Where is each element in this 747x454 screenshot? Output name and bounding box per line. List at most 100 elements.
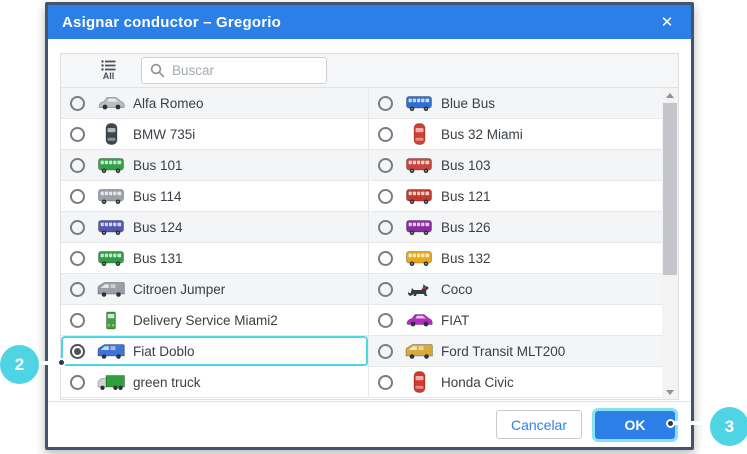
vehicle-option-fiat[interactable]: FIAT bbox=[368, 305, 662, 336]
bus-icon bbox=[96, 157, 126, 174]
vehicle-option-citroen-jumper[interactable]: Citroen Jumper bbox=[61, 274, 368, 305]
vehicle-option-honda-civic[interactable]: Honda Civic bbox=[368, 367, 662, 398]
vehicle-option-delivery-service-miami2[interactable]: Delivery Service Miami2 bbox=[61, 305, 368, 336]
list-filter-icon bbox=[101, 60, 116, 71]
vehicle-list-scrollbar[interactable] bbox=[662, 88, 678, 399]
vehicle-row: Bus 101 Bus 103 bbox=[61, 150, 662, 181]
vehicle-option-bus-131[interactable]: Bus 131 bbox=[61, 243, 368, 274]
bus-icon bbox=[404, 250, 434, 267]
truck-icon bbox=[96, 374, 126, 391]
vehicle-name: Blue Bus bbox=[441, 95, 496, 111]
dialog-body: All Alfa Romeo bbox=[48, 39, 691, 400]
vehicle-row: Bus 131 Bus 132 bbox=[61, 243, 662, 274]
vehicle-name: Coco bbox=[441, 281, 473, 297]
bus-icon bbox=[96, 219, 126, 236]
bus-icon bbox=[404, 219, 434, 236]
close-icon[interactable]: ✕ bbox=[660, 13, 674, 31]
radio-selected[interactable] bbox=[70, 343, 85, 359]
dialog-title: Asignar conductor – Gregorio bbox=[62, 13, 281, 31]
vehicle-option-bus-124[interactable]: Bus 124 bbox=[61, 212, 368, 243]
search-input[interactable] bbox=[141, 57, 327, 84]
picker-toolbar: All bbox=[61, 54, 678, 88]
radio-button[interactable] bbox=[70, 250, 85, 266]
scroll-up-button[interactable] bbox=[662, 88, 678, 102]
vehicle-name: Fiat Doblo bbox=[133, 343, 195, 359]
vehicle-option-green-truck[interactable]: green truck bbox=[61, 367, 368, 398]
vehicle-row: Alfa Romeo Blue Bus bbox=[61, 88, 662, 119]
radio-button[interactable] bbox=[378, 95, 393, 111]
callout-2-dot bbox=[57, 358, 66, 367]
radio-button[interactable] bbox=[378, 281, 393, 297]
vehicle-option-bus-121[interactable]: Bus 121 bbox=[368, 181, 662, 212]
van-icon bbox=[404, 343, 434, 360]
radio-button[interactable] bbox=[378, 126, 393, 142]
scroll-down-button[interactable] bbox=[662, 385, 678, 399]
cancel-button[interactable]: Cancelar bbox=[495, 410, 582, 439]
vehicle-option-ford-transit-mlt200[interactable]: Ford Transit MLT200 bbox=[368, 336, 662, 367]
radio-button[interactable] bbox=[378, 188, 393, 204]
vehicle-row: BMW 735i Bus 32 Miami bbox=[61, 119, 662, 150]
vehicle-option-bus-103[interactable]: Bus 103 bbox=[368, 150, 662, 181]
scroll-down-icon bbox=[666, 389, 674, 395]
filter-all-label: All bbox=[102, 71, 115, 81]
callout-3-dot bbox=[666, 419, 675, 428]
truck-front-icon bbox=[96, 311, 126, 330]
callout-2-line bbox=[36, 361, 64, 365]
ok-button[interactable]: OK bbox=[595, 410, 675, 439]
radio-button[interactable] bbox=[70, 157, 85, 173]
bus-icon bbox=[404, 157, 434, 174]
radio-button[interactable] bbox=[378, 157, 393, 173]
radio-button[interactable] bbox=[70, 374, 85, 390]
vehicle-name: green truck bbox=[133, 374, 201, 390]
vehicle-name: Bus 132 bbox=[441, 250, 491, 266]
vehicle-name: Alfa Romeo bbox=[133, 95, 204, 111]
filter-all-button[interactable]: All bbox=[101, 60, 116, 81]
vehicle-row: Bus 114 Bus 121 bbox=[61, 181, 662, 212]
van-icon bbox=[96, 281, 126, 298]
radio-button[interactable] bbox=[70, 281, 85, 297]
vehicle-option-coco[interactable]: Coco bbox=[368, 274, 662, 305]
vehicle-name: Citroen Jumper bbox=[133, 281, 226, 297]
radio-button[interactable] bbox=[70, 188, 85, 204]
radio-button[interactable] bbox=[70, 95, 85, 111]
vehicle-option-blue-bus[interactable]: Blue Bus bbox=[368, 88, 662, 119]
vehicle-option-bus-114[interactable]: Bus 114 bbox=[61, 181, 368, 212]
vehicle-option-bus-126[interactable]: Bus 126 bbox=[368, 212, 662, 243]
ok-button-highlight: OK bbox=[592, 407, 678, 442]
cat-icon bbox=[404, 280, 434, 298]
radio-button[interactable] bbox=[70, 312, 85, 328]
bus-icon bbox=[404, 188, 434, 205]
vehicle-option-bus-32-miami[interactable]: Bus 32 Miami bbox=[368, 119, 662, 150]
vehicle-row: Citroen Jumper Coco bbox=[61, 274, 662, 305]
vehicle-name: Bus 32 Miami bbox=[441, 126, 523, 142]
vehicle-name: Bus 121 bbox=[441, 188, 491, 204]
vehicle-option-bus-101[interactable]: Bus 101 bbox=[61, 150, 368, 181]
vehicle-option-fiat-doblo[interactable]: Fiat Doblo bbox=[61, 336, 368, 367]
vehicle-option-bus-132[interactable]: Bus 132 bbox=[368, 243, 662, 274]
radio-button[interactable] bbox=[378, 250, 393, 266]
car-icon bbox=[404, 313, 434, 327]
scroll-up-icon bbox=[666, 92, 674, 98]
vehicle-picker-panel: All Alfa Romeo bbox=[60, 53, 679, 400]
vehicle-name: FIAT bbox=[441, 312, 470, 328]
dialog-footer: Cancelar OK bbox=[48, 401, 691, 447]
vehicle-option-alfa-romeo[interactable]: Alfa Romeo bbox=[61, 88, 368, 119]
vehicle-name: Bus 126 bbox=[441, 219, 491, 235]
radio-button[interactable] bbox=[378, 312, 393, 328]
radio-button[interactable] bbox=[70, 126, 85, 142]
dialog-title-bar: Asignar conductor – Gregorio ✕ bbox=[48, 5, 691, 39]
scrollbar-thumb[interactable] bbox=[663, 103, 677, 275]
callout-3-line bbox=[672, 421, 712, 425]
vehicle-row: Delivery Service Miami2 FIAT bbox=[61, 305, 662, 336]
radio-button[interactable] bbox=[378, 343, 393, 359]
vehicle-row: Fiat Doblo Ford Transit MLT200 bbox=[61, 336, 662, 367]
vehicle-name: Honda Civic bbox=[441, 374, 514, 390]
radio-button[interactable] bbox=[378, 219, 393, 235]
radio-button[interactable] bbox=[378, 374, 393, 390]
vehicle-name: Bus 101 bbox=[133, 157, 183, 173]
vehicle-name: Bus 131 bbox=[133, 250, 183, 266]
radio-button[interactable] bbox=[70, 219, 85, 235]
bus-icon bbox=[96, 188, 126, 205]
vehicle-row: Bus 124 Bus 126 bbox=[61, 212, 662, 243]
vehicle-option-bmw-735i[interactable]: BMW 735i bbox=[61, 119, 368, 150]
